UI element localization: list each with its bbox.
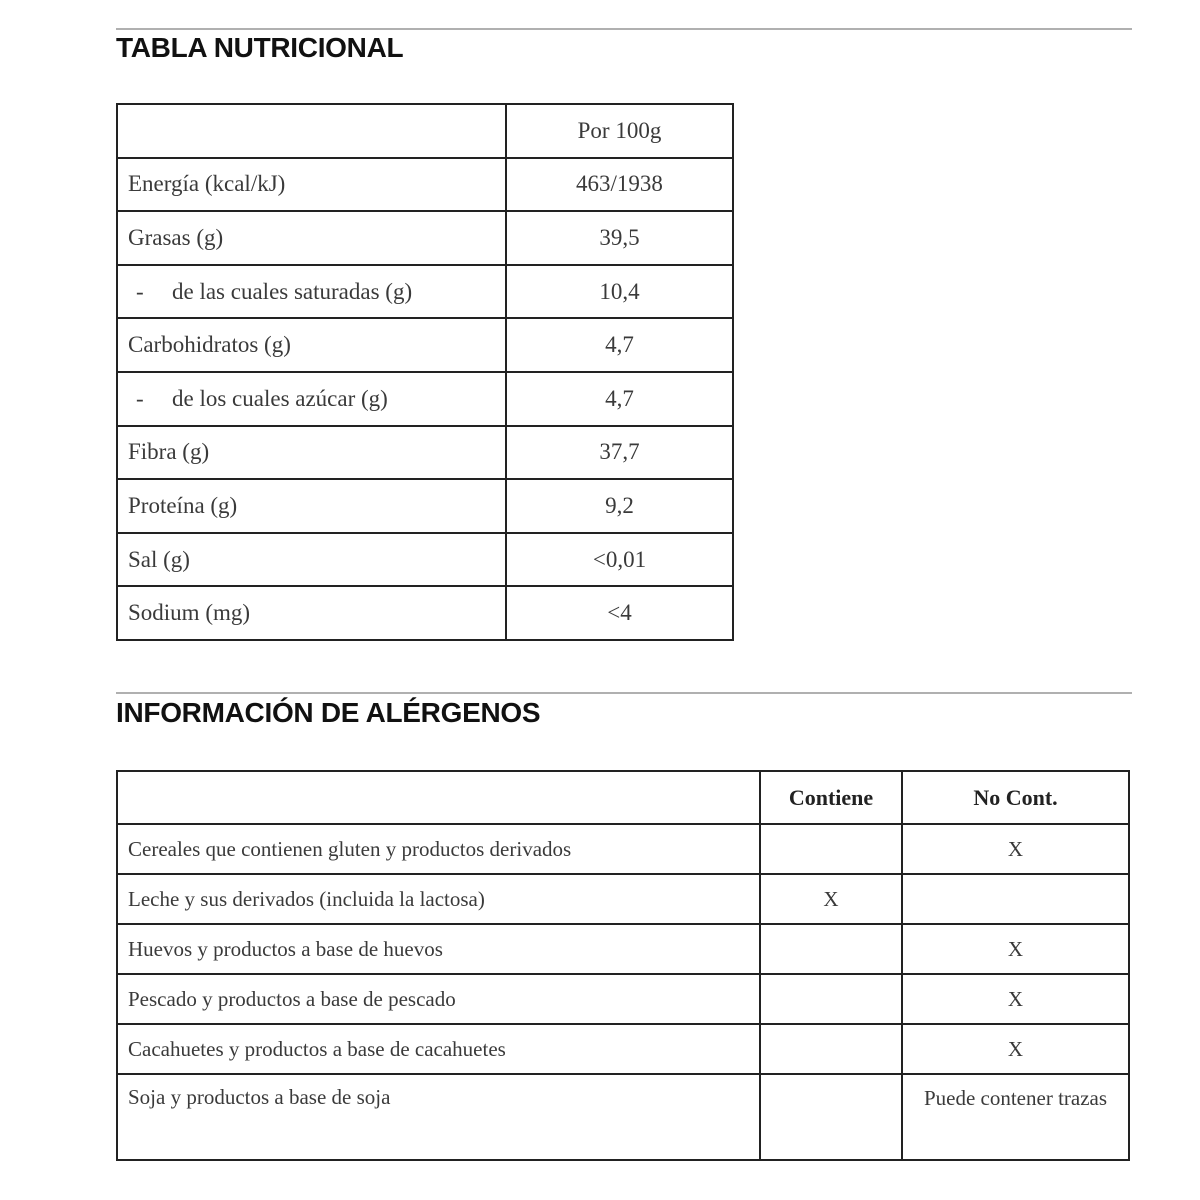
table-row: Fibra (g) 37,7 <box>116 424 734 481</box>
nutrient-value: 4,7 <box>505 370 734 427</box>
nutrition-title: TABLA NUTRICIONAL <box>116 32 404 63</box>
nutrition-table: Por 100g Energía (kcal/kJ) 463/1938 Grasas… <box>116 103 734 641</box>
table-row: Carbohidratos (g) 4,7 <box>116 317 734 373</box>
contains-header: Contiene <box>759 770 903 825</box>
nutrient-label: Carbohidratos (g) <box>128 332 291 358</box>
nutrient-label: Energía (kcal/kJ) <box>128 171 286 197</box>
nutrient-value: 9,2 <box>505 478 734 534</box>
nutrient-label-cell: - de los cuales azúcar (g) <box>116 370 507 427</box>
table-row: Leche y sus derivados (incluida la lacto… <box>116 873 1130 925</box>
allergen-label: Soja y productos a base de soja <box>116 1073 761 1161</box>
contains-cell <box>759 973 903 1025</box>
nutrient-value: <4 <box>505 585 734 641</box>
divider <box>116 28 1132 30</box>
divider <box>116 692 1132 694</box>
table-row: Soja y productos a base de soja Puede con… <box>116 1073 1130 1161</box>
table-row: Proteína (g) 9,2 <box>116 478 734 534</box>
not-contains-cell: X <box>901 923 1130 975</box>
nutrient-value: 10,4 <box>505 263 734 320</box>
nutrient-label-cell: Sodium (mg) <box>116 585 507 641</box>
nutrient-value: 39,5 <box>505 210 734 266</box>
nutrient-label: Proteína (g) <box>128 492 238 518</box>
allergen-label: Leche y sus derivados (incluida la lacto… <box>116 873 761 925</box>
table-row: Cereales que contienen gluten y producto… <box>116 823 1130 875</box>
not-contains-header: No Cont. <box>901 770 1130 825</box>
column-header: Por 100g <box>505 103 734 159</box>
nutrient-label: Grasas (g) <box>128 224 224 250</box>
nutrient-label: Sodium (mg) <box>128 600 251 626</box>
nutrient-label-cell: Proteína (g) <box>116 478 507 534</box>
allergen-label: Huevos y productos a base de huevos <box>116 923 761 975</box>
allergen-label: Cacahuetes y productos a base de cacahue… <box>116 1023 761 1075</box>
nutrient-label-cell: Sal (g) <box>116 531 507 588</box>
allergens-table: Contiene No Cont. Cereales que contienen… <box>116 770 1130 1161</box>
nutrient-label-cell: Carbohidratos (g) <box>116 317 507 373</box>
contains-cell <box>759 923 903 975</box>
not-contains-cell: Puede contener trazas <box>901 1073 1130 1161</box>
table-row: Energía (kcal/kJ) 463/1938 <box>116 156 734 213</box>
allergen-label: Cereales que contienen gluten y producto… <box>116 823 761 875</box>
contains-cell: X <box>759 873 903 925</box>
not-contains-cell: X <box>901 823 1130 875</box>
table-row: - de las cuales saturadas (g) 10,4 <box>116 263 734 320</box>
table-row: - de los cuales azúcar (g) 4,7 <box>116 370 734 427</box>
not-contains-cell <box>901 873 1130 925</box>
table-header-row: Por 100g <box>116 103 734 159</box>
nutrient-label-cell: Grasas (g) <box>116 210 507 266</box>
table-row: Cacahuetes y productos a base de cacahue… <box>116 1023 1130 1075</box>
not-contains-cell: X <box>901 973 1130 1025</box>
contains-cell <box>759 1073 903 1161</box>
nutrient-label-cell: Energía (kcal/kJ) <box>116 156 507 213</box>
table-row: Grasas (g) 39,5 <box>116 210 734 266</box>
nutrient-label: Sal (g) <box>128 546 190 572</box>
nutrient-value: 37,7 <box>505 424 734 481</box>
empty-header-cell <box>116 770 761 825</box>
sub-item-marker: - <box>136 385 144 411</box>
nutrient-label: de las cuales saturadas (g) <box>172 278 413 304</box>
nutrient-label: Fibra (g) <box>128 439 210 465</box>
sub-item-marker: - <box>136 278 144 304</box>
contains-cell <box>759 823 903 875</box>
nutrient-label-cell: Fibra (g) <box>116 424 507 481</box>
table-row: Pescado y productos a base de pescado X <box>116 973 1130 1025</box>
empty-header-cell <box>116 103 507 159</box>
nutrient-value: 4,7 <box>505 317 734 373</box>
contains-cell <box>759 1023 903 1075</box>
nutrient-label-cell: - de las cuales saturadas (g) <box>116 263 507 320</box>
nutrient-label: de los cuales azúcar (g) <box>172 385 388 411</box>
allergens-title: INFORMACIÓN DE ALÉRGENOS <box>116 697 541 728</box>
table-row: Sal (g) <0,01 <box>116 531 734 588</box>
nutrient-value: <0,01 <box>505 531 734 588</box>
nutrient-value: 463/1938 <box>505 156 734 213</box>
allergen-label: Pescado y productos a base de pescado <box>116 973 761 1025</box>
table-row: Huevos y productos a base de huevos X <box>116 923 1130 975</box>
table-row: Sodium (mg) <4 <box>116 585 734 641</box>
table-header-row: Contiene No Cont. <box>116 770 1130 825</box>
not-contains-cell: X <box>901 1023 1130 1075</box>
